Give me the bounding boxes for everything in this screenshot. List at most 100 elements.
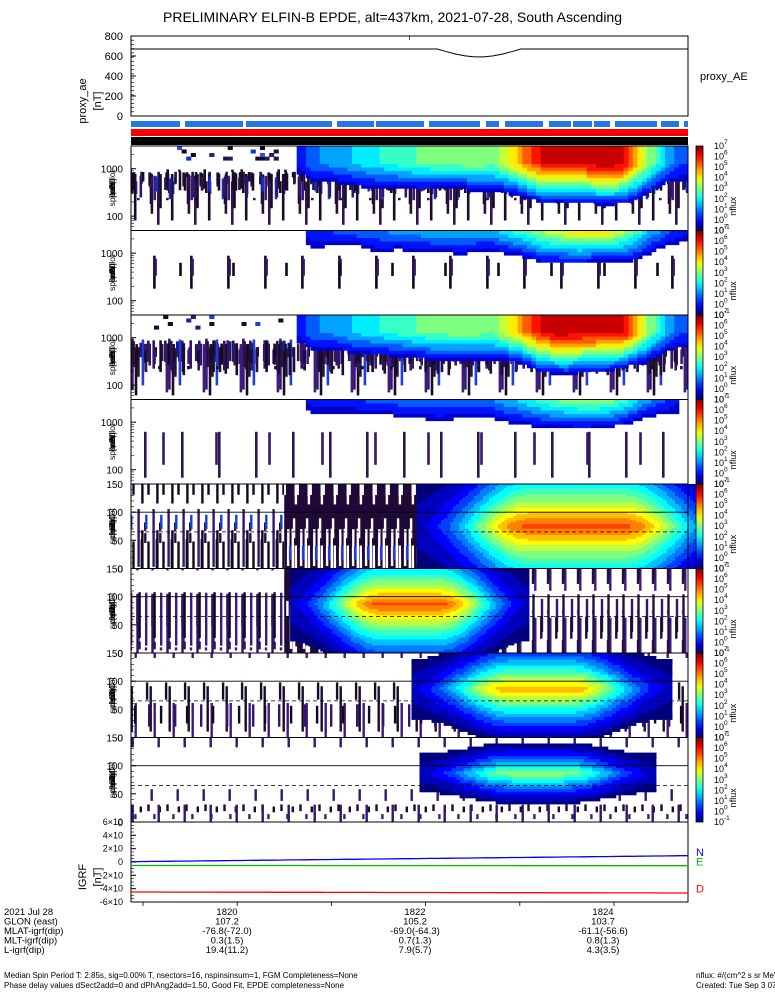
svg-text:0: 0: [117, 111, 123, 123]
svg-text:6: 6: [724, 572, 728, 579]
svg-text:10: 10: [714, 743, 724, 753]
svg-text:10: 10: [714, 648, 724, 658]
svg-text:5: 5: [724, 752, 728, 759]
svg-text:[deg]: [deg]: [107, 686, 117, 705]
svg-text:5: 5: [724, 329, 728, 336]
svg-text:-1: -1: [724, 815, 730, 822]
svg-text:10: 10: [714, 532, 724, 542]
svg-text:10: 10: [714, 236, 724, 246]
svg-text:600: 600: [105, 51, 123, 63]
svg-text:150: 150: [106, 480, 123, 491]
svg-text:10: 10: [714, 152, 724, 162]
svg-text:10: 10: [714, 247, 724, 257]
svg-text:3: 3: [724, 519, 728, 526]
svg-text:10: 10: [714, 775, 724, 785]
svg-text:100: 100: [106, 297, 123, 308]
svg-text:10: 10: [714, 278, 724, 288]
svg-text:10: 10: [714, 806, 724, 816]
svg-text:10: 10: [714, 627, 724, 637]
svg-text:200: 200: [105, 91, 123, 103]
svg-text:4: 4: [724, 762, 728, 769]
svg-text:19.4(11.2): 19.4(11.2): [206, 945, 249, 956]
svg-text:400: 400: [105, 71, 123, 83]
svg-text:800: 800: [105, 31, 123, 43]
svg-text:10: 10: [714, 754, 724, 764]
svg-text:150: 150: [106, 734, 123, 745]
svg-text:0: 0: [118, 857, 123, 867]
svg-text:10: 10: [714, 331, 724, 341]
svg-text:10: 10: [714, 690, 724, 700]
svg-text:3: 3: [724, 350, 728, 357]
svg-text:[keV]: [keV]: [107, 348, 117, 367]
svg-text:nflux: nflux: [728, 196, 738, 216]
svg-text:10: 10: [714, 395, 724, 405]
svg-text:D: D: [696, 884, 704, 896]
svg-text:10: 10: [714, 659, 724, 669]
svg-text:3: 3: [724, 688, 728, 695]
svg-text:nflux: nflux: [728, 619, 738, 639]
svg-text:7.9(5.7): 7.9(5.7): [399, 945, 432, 956]
svg-text:10: 10: [714, 817, 724, 827]
svg-text:[nT]: [nT]: [92, 92, 104, 111]
svg-text:10: 10: [714, 616, 724, 626]
svg-text:5: 5: [724, 245, 728, 252]
svg-text:IGRF: IGRF: [77, 864, 89, 891]
svg-text:5: 5: [724, 667, 728, 674]
svg-text:4: 4: [724, 509, 728, 516]
svg-text:nflux: nflux: [728, 450, 738, 470]
svg-text:10: 10: [714, 299, 724, 309]
svg-text:150: 150: [106, 649, 123, 660]
svg-text:4.3(3.5): 4.3(3.5): [587, 945, 620, 956]
svg-text:100: 100: [106, 381, 123, 392]
svg-text:10: 10: [714, 352, 724, 362]
svg-text:nflux: nflux: [728, 788, 738, 808]
svg-text:10: 10: [714, 711, 724, 721]
svg-text:7: 7: [724, 393, 728, 400]
svg-text:10: 10: [714, 342, 724, 352]
svg-text:10: 10: [714, 606, 724, 616]
svg-text:3: 3: [724, 266, 728, 273]
svg-text:4: 4: [724, 255, 728, 262]
svg-text:10: 10: [714, 426, 724, 436]
svg-text:[keV]: [keV]: [107, 179, 117, 198]
svg-text:10: 10: [714, 574, 724, 584]
svg-text:7: 7: [724, 646, 728, 653]
svg-text:10: 10: [714, 733, 724, 743]
svg-text:10: 10: [714, 321, 724, 331]
svg-text:3: 3: [724, 181, 728, 188]
svg-text:10: 10: [714, 447, 724, 457]
svg-text:6: 6: [724, 319, 728, 326]
svg-text:nflux: nflux: [728, 365, 738, 385]
svg-text:10: 10: [714, 141, 724, 151]
svg-text:10: 10: [714, 722, 724, 732]
svg-text:7: 7: [724, 562, 728, 569]
svg-text:10: 10: [714, 468, 724, 478]
svg-text:10: 10: [714, 204, 724, 214]
svg-text:10: 10: [714, 173, 724, 183]
svg-text:10: 10: [714, 553, 724, 563]
svg-text:nflux: nflux: [728, 703, 738, 723]
svg-text:5: 5: [724, 583, 728, 590]
svg-text:10: 10: [714, 405, 724, 415]
svg-text:5: 5: [724, 160, 728, 167]
svg-text:L-igrf(dip): L-igrf(dip): [4, 945, 45, 956]
svg-text:[keV]: [keV]: [107, 263, 117, 282]
svg-text:7: 7: [724, 477, 728, 484]
svg-text:10: 10: [714, 669, 724, 679]
svg-text:10: 10: [714, 458, 724, 468]
svg-text:10: 10: [714, 310, 724, 320]
svg-text:10: 10: [714, 162, 724, 172]
svg-text:10: 10: [714, 785, 724, 795]
svg-text:10: 10: [714, 637, 724, 647]
svg-text:[deg]: [deg]: [107, 517, 117, 536]
svg-text:10: 10: [714, 437, 724, 447]
svg-text:4: 4: [724, 678, 728, 685]
svg-text:10: 10: [714, 490, 724, 500]
svg-text:6: 6: [724, 403, 728, 410]
svg-text:Phase delay values dSect2add=0: Phase delay values dSect2add=0 and dPhAn…: [4, 981, 345, 990]
svg-text:10: 10: [714, 257, 724, 267]
svg-text:4: 4: [724, 340, 728, 347]
svg-text:100: 100: [106, 212, 123, 223]
svg-text:6: 6: [724, 488, 728, 495]
svg-text:10: 10: [714, 289, 724, 299]
